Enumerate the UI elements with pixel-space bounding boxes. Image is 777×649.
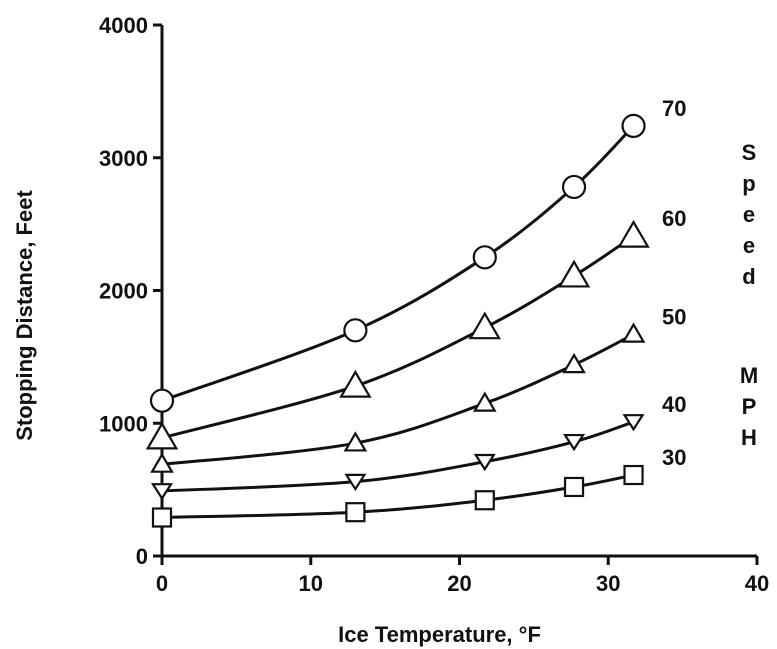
data-point-square xyxy=(474,490,495,511)
series-40-mph: 40 xyxy=(150,392,686,501)
data-point-triangle-up xyxy=(621,322,646,343)
data-point-triangle-up xyxy=(145,421,179,450)
series-line xyxy=(161,473,634,520)
data-point-square xyxy=(151,507,173,528)
data-point-triangle-up xyxy=(617,219,650,248)
data-point-circle xyxy=(561,174,587,200)
legend-title-letter: P xyxy=(742,394,757,419)
y-ticks: 0 1000 2000 3000 4000 xyxy=(99,13,162,569)
series-line xyxy=(161,234,635,440)
data-point-triangle-down xyxy=(344,473,367,492)
data-point-triangle-up xyxy=(557,259,591,288)
data-point-triangle-up xyxy=(472,391,497,412)
data-point-circle xyxy=(621,113,646,138)
y-tick-label: 3000 xyxy=(99,146,148,171)
data-point-triangle-up xyxy=(150,452,174,473)
x-tick-label: 20 xyxy=(447,571,471,596)
series-30-mph: 30 xyxy=(151,445,686,528)
legend-title-letter: p xyxy=(742,171,755,196)
series-label: 50 xyxy=(662,304,686,329)
data-point-triangle-up xyxy=(562,352,586,374)
y-tick-label: 1000 xyxy=(99,411,148,436)
x-tick-label: 40 xyxy=(745,571,769,596)
legend-title-letter: d xyxy=(742,264,755,289)
series-50-mph: 50 xyxy=(150,304,686,473)
data-point-circle xyxy=(343,318,368,343)
legend-title-letter: e xyxy=(743,202,755,227)
x-tick-label: 10 xyxy=(299,571,323,596)
series-label: 70 xyxy=(662,96,686,121)
data-point-triangle-down xyxy=(473,453,496,472)
series-line xyxy=(161,124,635,403)
series-label: 30 xyxy=(662,445,686,470)
y-axis-title: Stopping Distance, Feet xyxy=(12,190,37,441)
data-point-triangle-up xyxy=(343,431,368,452)
y-tick-label: 2000 xyxy=(99,279,148,304)
series-line xyxy=(161,332,635,466)
data-point-triangle-up xyxy=(468,311,502,340)
data-point-square xyxy=(345,502,366,523)
data-point-square xyxy=(563,476,585,498)
x-tick-label: 30 xyxy=(596,571,620,596)
legend-title-letter: M xyxy=(740,363,758,388)
legend-title-letter: H xyxy=(741,425,757,450)
data-point-square xyxy=(623,464,644,486)
data-point-circle xyxy=(149,388,175,413)
legend-title-letter: S xyxy=(742,140,757,165)
x-axis-title: Ice Temperature, °F xyxy=(338,622,541,647)
legend-title-letter: e xyxy=(743,233,755,258)
data-point-triangle-down xyxy=(150,483,174,501)
data-point-triangle-down xyxy=(563,433,586,452)
series-label: 60 xyxy=(662,206,686,231)
y-tick-label: 0 xyxy=(136,544,148,569)
x-ticks: 0 10 20 30 40 xyxy=(156,556,769,596)
x-tick-label: 0 xyxy=(156,571,168,596)
series-label: 40 xyxy=(662,392,686,417)
series-layer: 70 60 50 40 30 xyxy=(145,96,686,528)
series-70-mph: 70 xyxy=(149,96,686,413)
series-60-mph: 60 xyxy=(145,206,686,450)
data-point-circle xyxy=(472,245,497,270)
data-point-triangle-up xyxy=(339,369,372,398)
y-tick-label: 4000 xyxy=(99,13,148,38)
data-point-triangle-down xyxy=(622,414,645,432)
